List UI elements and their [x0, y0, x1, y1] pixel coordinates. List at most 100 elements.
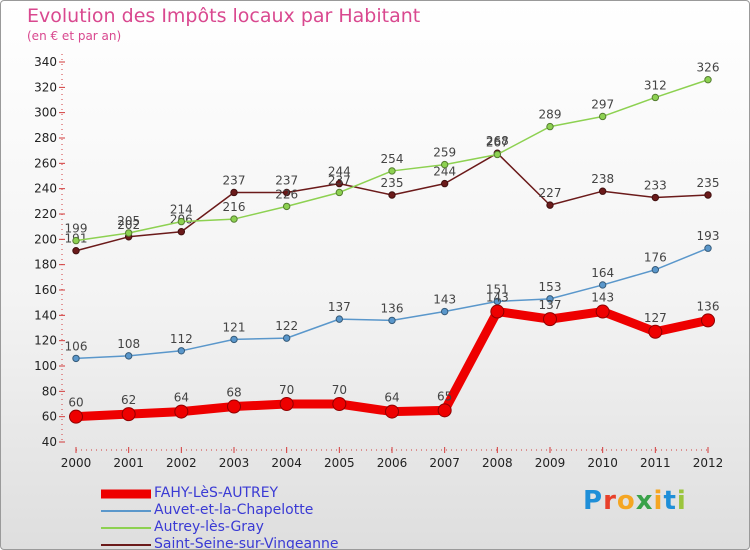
data-label: 235 — [381, 176, 404, 190]
legend-label: FAHY-LèS-AUTREY — [154, 485, 279, 501]
y-tick-label: 260 — [34, 156, 57, 170]
legend-swatch — [101, 489, 151, 498]
y-tick-label: 280 — [34, 131, 57, 145]
data-label: 68 — [226, 386, 241, 400]
data-label: 164 — [591, 266, 614, 280]
data-point — [335, 179, 344, 188]
data-point — [704, 76, 712, 84]
y-tick-label: 180 — [34, 258, 57, 272]
data-label: 136 — [697, 299, 720, 313]
data-point — [124, 229, 133, 237]
data-point — [546, 122, 554, 131]
data-point — [72, 354, 80, 363]
data-point — [72, 236, 80, 245]
y-tick-label: 160 — [34, 283, 57, 297]
legend-swatch — [101, 543, 151, 546]
data-label: 137 — [539, 298, 562, 312]
data-label: 143 — [486, 291, 509, 305]
data-label: 121 — [223, 320, 246, 334]
data-point — [704, 244, 712, 252]
chart-subtitle: (en € et par an) — [27, 29, 122, 43]
data-label: 235 — [697, 176, 720, 190]
data-label: 237 — [328, 173, 351, 187]
data-point — [282, 334, 291, 342]
data-point — [177, 347, 186, 355]
x-tick-label: 2004 — [271, 456, 302, 470]
data-label: 122 — [275, 319, 298, 333]
data-point — [279, 397, 294, 411]
data-point — [598, 112, 607, 121]
data-label: 205 — [117, 214, 140, 228]
data-point — [493, 150, 502, 159]
data-label: 244 — [433, 165, 456, 179]
data-point — [546, 201, 554, 209]
data-label: 267 — [486, 135, 509, 149]
data-label: 70 — [279, 383, 294, 397]
y-tick-label: 200 — [34, 232, 57, 246]
x-tick-label: 2000 — [61, 456, 92, 470]
data-point — [490, 304, 505, 319]
data-label: 153 — [539, 280, 562, 294]
logo-letter: t — [663, 486, 677, 516]
data-label: 65 — [437, 389, 452, 403]
x-tick-label: 2006 — [377, 456, 408, 470]
data-label: 62 — [121, 393, 136, 407]
logo-letter: P — [583, 486, 604, 516]
legend-label: Saint-Seine-sur-Vingeanne — [154, 536, 339, 550]
data-point — [543, 312, 557, 327]
y-tick-label: 140 — [34, 308, 57, 322]
data-label: 193 — [697, 229, 720, 243]
data-point — [546, 295, 554, 303]
data-point — [124, 352, 133, 360]
data-label: 112 — [170, 332, 193, 346]
data-point — [174, 404, 189, 419]
data-label: 226 — [275, 187, 298, 201]
legend-label: Auvet-et-la-Chapelotte — [154, 502, 314, 518]
data-point — [230, 335, 238, 344]
series-saint-seine-sur-vingeanne: 191202206237237244235244268227238233235 — [65, 134, 720, 255]
x-tick-label: 2012 — [693, 456, 724, 470]
logo-letter: o — [616, 486, 636, 516]
x-tick-label: 2008 — [482, 456, 513, 470]
data-label: 136 — [381, 301, 404, 315]
y-tick-label: 300 — [34, 106, 57, 120]
y-tick-label: 40 — [42, 435, 57, 449]
x-tick-label: 2005 — [324, 456, 355, 470]
data-point — [704, 191, 712, 199]
data-label: 326 — [697, 61, 720, 75]
data-label: 108 — [117, 337, 140, 351]
data-point — [440, 307, 449, 316]
data-label: 312 — [644, 78, 667, 92]
data-point — [651, 266, 660, 274]
data-point — [440, 160, 449, 169]
y-tick-label: 240 — [34, 182, 57, 196]
data-point — [388, 316, 396, 325]
y-tick-label: 80 — [42, 384, 57, 398]
data-label: 289 — [539, 108, 562, 122]
data-point — [598, 281, 607, 289]
data-point — [227, 399, 241, 414]
data-point — [388, 167, 396, 175]
series-fahy-l-s-autrey: 60 62 64 68 70 70 64 65 143 137 143 127 136 — [68, 291, 719, 424]
data-point — [437, 403, 452, 418]
data-point — [72, 247, 80, 255]
y-tick-label: 220 — [34, 207, 57, 221]
data-point — [282, 188, 291, 197]
data-label: 106 — [65, 339, 88, 353]
x-tick-label: 2007 — [429, 456, 460, 470]
data-label: 254 — [381, 152, 404, 166]
data-label: 259 — [433, 146, 456, 160]
data-label: 70 — [332, 383, 347, 397]
legend-swatch — [101, 509, 151, 512]
y-tick-label: 60 — [42, 410, 57, 424]
data-label: 137 — [328, 300, 351, 314]
data-label: 64 — [174, 391, 189, 405]
legend-swatch — [101, 526, 151, 529]
x-tick-label: 2011 — [640, 456, 671, 470]
data-label: 244 — [328, 165, 351, 179]
y-tick-label: 100 — [34, 359, 57, 373]
x-tick-label: 2003 — [219, 456, 250, 470]
